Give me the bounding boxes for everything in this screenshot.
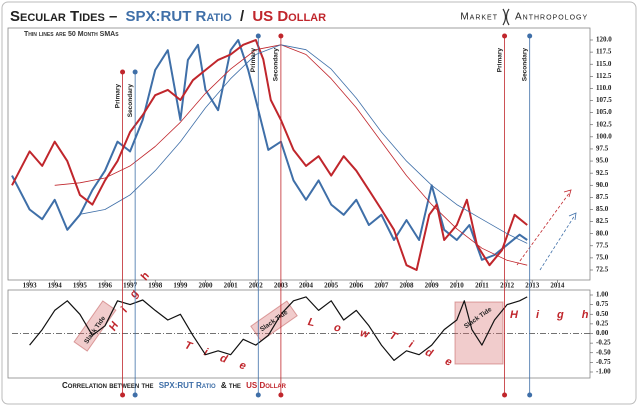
x-tick-label: 2000 [199, 282, 214, 290]
y-tick-label: 97.5 [596, 145, 609, 153]
footer-part: SPX:RUT Ratio [159, 381, 216, 390]
series-line [79, 44, 528, 244]
y-tick-label: -0.25 [596, 339, 611, 347]
top-panel [7, 27, 591, 281]
y-tick-label: 80.0 [596, 229, 609, 237]
title-part: US Dollar [252, 8, 326, 25]
footer: Correlation between the SPX:RUT Ratio & … [62, 381, 287, 390]
projection-arrow [568, 212, 577, 221]
x-tick-label: 1998 [148, 282, 163, 290]
y-tick-label: 90.0 [596, 181, 609, 189]
marker-label: Secondary [273, 48, 280, 82]
title-part: Secular Tides – [10, 8, 117, 25]
x-tick-label: 1994 [48, 282, 63, 290]
footer-part: US Dollar [246, 381, 286, 390]
marker-dot [255, 392, 261, 398]
marker-dot [527, 33, 533, 39]
x-tick-label: 2013 [525, 282, 540, 290]
x-tick-label: 2004 [299, 282, 314, 290]
y-tick-label: -0.75 [596, 358, 611, 366]
y-tick-label: 75.0 [596, 254, 609, 262]
x-tick-label: 2007 [374, 282, 389, 290]
series-line [29, 296, 528, 361]
x-tick-label: 1993 [23, 282, 38, 290]
series-line [54, 44, 528, 266]
tide-word: High [510, 309, 606, 321]
y-tick-label: 0.25 [596, 319, 609, 327]
marker-label: Secondary [521, 48, 528, 82]
y-tick-label: 112.5 [596, 72, 612, 80]
y-tick-label: 0.00 [596, 329, 609, 337]
y-tick-label: 82.5 [596, 217, 609, 225]
x-tick-label: 2006 [349, 282, 364, 290]
marker-label: Primary [250, 48, 257, 73]
x-tick-label: 2005 [324, 282, 339, 290]
y-tick-label: 100.0 [596, 132, 612, 140]
x-tick-label: 2014 [550, 282, 565, 290]
x-tick-label: 2001 [224, 282, 239, 290]
marker-label: Secondary [127, 84, 134, 118]
slack-box [73, 300, 117, 352]
y-tick-label: 77.5 [596, 241, 609, 249]
marker-dot [255, 33, 261, 39]
y-tick-label: 1.00 [596, 291, 609, 299]
y-tick-label: 117.5 [596, 48, 612, 56]
y-tick-label: 120.0 [596, 36, 612, 44]
x-tick-label: 2011 [475, 282, 489, 290]
marker-dot [120, 392, 126, 398]
marker-dot [132, 392, 138, 398]
brand: Market [460, 12, 498, 23]
x-tick-label: 2008 [400, 282, 415, 290]
title-part: / [240, 8, 245, 25]
slack-box [454, 301, 504, 365]
brand: Anthropology [515, 12, 588, 23]
bottom-panel [7, 289, 591, 379]
y-tick-label: 115.0 [596, 60, 612, 68]
marker-dot [502, 392, 508, 398]
x-tick-label: 2009 [425, 282, 440, 290]
y-tick-label: -1.00 [596, 368, 611, 376]
x-tick-label: 1999 [173, 282, 188, 290]
y-tick-label: 102.5 [596, 120, 612, 128]
subtitle: Thin lines are 50 Month SMAs [24, 31, 119, 38]
series-line [11, 39, 528, 261]
y-tick-label: 92.5 [596, 169, 609, 177]
marker-dot [502, 33, 508, 39]
marker-dot [132, 69, 138, 75]
marker-dot [120, 69, 126, 75]
projection [516, 191, 571, 266]
x-tick-label: 2002 [249, 282, 264, 290]
brand-icon [502, 8, 510, 26]
y-tick-label: 110.0 [596, 84, 612, 92]
x-tick-label: 1995 [73, 282, 88, 290]
projection-arrow [563, 189, 572, 198]
marker-dot [278, 392, 284, 398]
marker-dot [527, 392, 533, 398]
y-tick-label: 85.0 [596, 205, 609, 213]
projection [539, 214, 576, 271]
title: Secular Tides – SPX:RUT Ratio / US Dolla… [10, 8, 326, 25]
y-tick-label: 0.50 [596, 310, 609, 318]
marker-label: Primary [114, 84, 121, 109]
x-tick-label: 1996 [98, 282, 113, 290]
x-tick-label: 1997 [123, 282, 138, 290]
y-tick-label: 87.5 [596, 193, 609, 201]
x-tick-label: 2010 [450, 282, 465, 290]
y-tick-label: 107.5 [596, 96, 612, 104]
footer-part: Correlation between the [62, 381, 153, 390]
x-tick-label: 2012 [500, 282, 515, 290]
marker-dot [278, 33, 284, 39]
marker-label: Primary [496, 48, 503, 73]
y-tick-label: 105.0 [596, 108, 612, 116]
y-tick-label: 95.0 [596, 157, 609, 165]
y-tick-label: 72.5 [596, 266, 609, 274]
slack-box [250, 300, 298, 342]
y-tick-label: -0.50 [596, 348, 611, 356]
y-tick-label: 0.75 [596, 300, 609, 308]
footer-part: & the [221, 381, 241, 390]
title-part: SPX:RUT Ratio [126, 8, 233, 25]
